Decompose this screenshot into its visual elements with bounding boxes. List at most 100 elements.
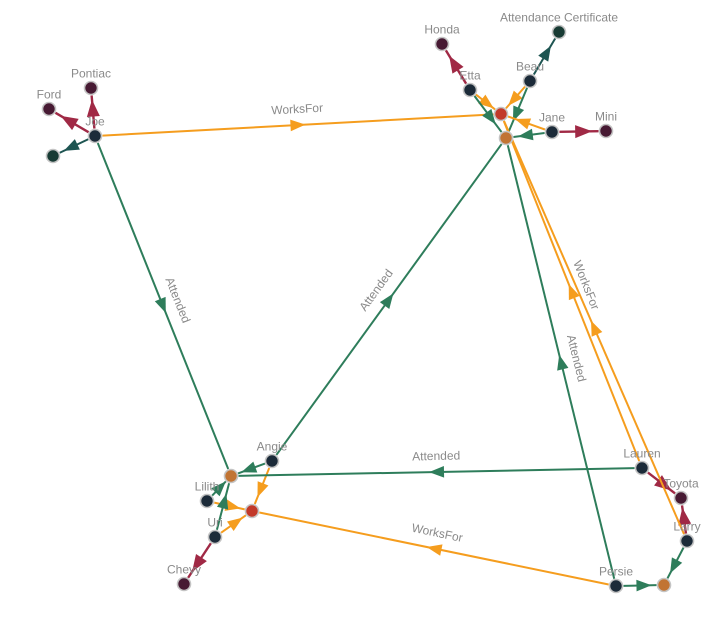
node-circle-larry[interactable]: [679, 533, 695, 549]
node-circle-ford[interactable]: [41, 101, 57, 117]
node-event-1[interactable]: [498, 130, 514, 146]
edge-label: Attended: [412, 449, 460, 464]
node-uri[interactable]: Uri: [207, 516, 223, 545]
edge-etta-honda[interactable]: [444, 49, 468, 85]
node-company-2[interactable]: [244, 503, 260, 519]
node-circle-jane[interactable]: [544, 124, 560, 140]
node-persie[interactable]: Persie: [599, 565, 633, 594]
edge-larry-toyota[interactable]: [678, 505, 692, 534]
node-circle-uri[interactable]: [207, 529, 223, 545]
node-circle-certificate-2[interactable]: [45, 148, 61, 164]
edge-arrow-icon: [678, 507, 692, 526]
node-event-3[interactable]: [656, 577, 672, 593]
edge-beau-attendance-certificate[interactable]: [532, 37, 557, 76]
node-beau[interactable]: Beau: [516, 60, 544, 89]
node-pontiac[interactable]: Pontiac: [71, 67, 111, 96]
node-mini[interactable]: Mini: [595, 110, 617, 139]
edge-arrow-icon: [575, 125, 593, 139]
node-company-1[interactable]: [493, 106, 509, 122]
edge-angie-event-1[interactable]: Attended: [275, 143, 503, 456]
edge-jane-event-1[interactable]: [513, 128, 545, 141]
edge-joe-pontiac[interactable]: [86, 95, 100, 129]
edge-angie-event-2[interactable]: [237, 461, 266, 475]
node-circle-company-2[interactable]: [244, 503, 260, 519]
edge-arrow-icon: [512, 105, 525, 122]
edge-label: WorksFor: [271, 101, 323, 118]
node-label-lauren: Lauren: [623, 447, 660, 461]
node-circle-mini[interactable]: [598, 123, 614, 139]
node-lilith[interactable]: Lilith: [195, 480, 220, 509]
edge-joe-ford[interactable]: [54, 111, 90, 134]
node-label-uri: Uri: [207, 516, 222, 530]
edge-lilith-event-2[interactable]: [211, 480, 227, 497]
node-etta[interactable]: Etta: [459, 69, 481, 98]
edge-uri-chevy[interactable]: [187, 542, 212, 579]
node-circle-joe[interactable]: [87, 128, 103, 144]
node-certificate-2[interactable]: [45, 148, 61, 164]
edge-arrow-icon: [226, 517, 243, 531]
node-circle-lilith[interactable]: [199, 493, 215, 509]
node-circle-event-2[interactable]: [223, 468, 239, 484]
node-joe[interactable]: Joe: [85, 115, 105, 144]
edge-arrow-icon: [63, 139, 80, 151]
edge-joe-event-2[interactable]: Attended: [96, 142, 230, 470]
node-lauren[interactable]: Lauren: [623, 447, 661, 476]
node-circle-company-1[interactable]: [493, 106, 509, 122]
edge-arrow-icon: [86, 99, 100, 118]
edge-beau-company-1[interactable]: [505, 85, 526, 110]
edge-arrow-icon: [290, 119, 306, 132]
node-circle-pontiac[interactable]: [83, 80, 99, 96]
node-attendance-certificate[interactable]: Attendance Certificate: [500, 11, 618, 40]
node-circle-beau[interactable]: [522, 73, 538, 89]
edge-lauren-company-1[interactable]: WorksFor: [502, 120, 641, 462]
edge-joe-company-1[interactable]: WorksFor: [102, 101, 494, 137]
node-larry[interactable]: Larry: [673, 520, 701, 549]
edge-persie-company-2[interactable]: WorksFor: [259, 511, 609, 586]
node-circle-angie[interactable]: [264, 453, 280, 469]
edge-arrow-icon: [257, 481, 269, 498]
node-chevy[interactable]: Chevy: [167, 563, 201, 592]
edge-persie-event-1[interactable]: Attended: [506, 145, 616, 579]
edge-persie-event-3[interactable]: [623, 579, 657, 592]
node-label-jane: Jane: [539, 111, 565, 125]
node-circle-chevy[interactable]: [176, 576, 192, 592]
node-honda[interactable]: Honda: [424, 23, 460, 52]
edge-arrow-icon: [154, 296, 166, 313]
node-jane[interactable]: Jane: [539, 111, 565, 140]
node-label-lilith: Lilith: [195, 480, 220, 494]
node-circle-lauren[interactable]: [634, 460, 650, 476]
node-circle-attendance-certificate[interactable]: [551, 24, 567, 40]
node-event-2[interactable]: [223, 468, 239, 484]
edge-arrow-icon: [224, 499, 241, 511]
edge-uri-company-2[interactable]: [220, 514, 247, 534]
node-label-chevy: Chevy: [167, 563, 201, 577]
node-label-beau: Beau: [516, 60, 544, 74]
edge-etta-event-1[interactable]: [473, 95, 503, 133]
edge-jane-mini[interactable]: [559, 125, 599, 139]
edge-etta-company-1[interactable]: [475, 93, 496, 111]
edge-larry-company-1[interactable]: [503, 120, 685, 535]
node-circle-honda[interactable]: [434, 36, 450, 52]
edge-lauren-event-2[interactable]: Attended: [238, 449, 635, 478]
edge-arrow-icon: [482, 108, 496, 125]
edge-jane-company-1[interactable]: [507, 115, 546, 131]
edge-arrow-icon: [670, 557, 683, 574]
edge-beau-event-1[interactable]: [507, 87, 529, 132]
edge-arrow-icon: [478, 94, 494, 109]
node-circle-event-3[interactable]: [656, 577, 672, 593]
node-circle-toyota[interactable]: [673, 490, 689, 506]
node-ford[interactable]: Ford: [37, 88, 62, 117]
node-label-persie: Persie: [599, 565, 633, 579]
node-toyota[interactable]: Toyota: [663, 477, 699, 506]
edge-angie-company-2[interactable]: [253, 467, 271, 505]
node-angie[interactable]: Angie: [257, 440, 288, 469]
edge-uri-event-2[interactable]: [215, 483, 231, 530]
edge-arrow-icon: [517, 128, 534, 141]
edge-larry-event-3[interactable]: [666, 547, 685, 579]
node-circle-persie[interactable]: [608, 578, 624, 594]
node-circle-event-1[interactable]: [498, 130, 514, 146]
node-circle-etta[interactable]: [462, 82, 478, 98]
edge-joe-certificate-2[interactable]: [59, 138, 89, 154]
